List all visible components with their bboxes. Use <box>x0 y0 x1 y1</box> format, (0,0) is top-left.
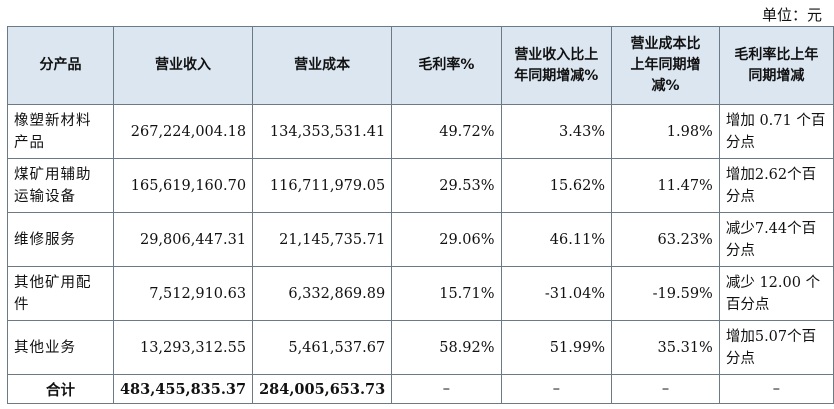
cell-product: 其他业务 <box>7 320 114 375</box>
unit-label: 单位：元 <box>761 6 822 24</box>
cell-total-cost: 284,005,653.73 <box>252 374 393 404</box>
cell-margin: 29.53% <box>391 158 502 213</box>
cell-cost-change: 35.31% <box>611 320 720 375</box>
header-margin-change: 毛利率比上年同期增减 <box>718 26 834 105</box>
table-header-row: 分产品 营业收入 营业成本 毛利率% 营业收入比上年同期增减% 营业成本比上年同… <box>7 26 834 105</box>
cell-total-cost-change: – <box>611 374 720 404</box>
cell-margin-change: 增加 0.71 个百分点 <box>718 104 834 159</box>
cell-margin: 29.06% <box>391 212 502 267</box>
cell-cost: 6,332,869.89 <box>252 266 393 321</box>
cell-margin-change: 减少 12.00 个百分点 <box>718 266 834 321</box>
cell-product: 其他矿用配件 <box>7 266 114 321</box>
cell-margin: 49.72% <box>391 104 502 159</box>
cell-cost: 5,461,537.67 <box>252 320 393 375</box>
cell-total-label: 合计 <box>7 374 114 404</box>
cell-product: 维修服务 <box>7 212 114 267</box>
cell-revenue-change: 46.11% <box>500 212 613 267</box>
table-total-row: 合计 483,455,835.37 284,005,653.73 – – – – <box>7 374 834 404</box>
cell-revenue-change: -31.04% <box>500 266 613 321</box>
cell-margin-change: 增加5.07个百分点 <box>718 320 834 375</box>
table-row: 煤矿用辅助运输设备 165,619,160.70 116,711,979.05 … <box>7 158 834 213</box>
header-cost: 营业成本 <box>252 26 393 105</box>
cell-revenue-change: 51.99% <box>500 320 613 375</box>
cell-revenue: 29,806,447.31 <box>112 212 254 267</box>
cell-cost: 21,145,735.71 <box>252 212 393 267</box>
cell-margin: 58.92% <box>391 320 502 375</box>
cell-product: 橡塑新材料产品 <box>7 104 114 159</box>
cell-cost: 116,711,979.05 <box>252 158 393 213</box>
cell-revenue-change: 3.43% <box>500 104 613 159</box>
cell-total-margin: – <box>391 374 502 404</box>
table-row: 维修服务 29,806,447.31 21,145,735.71 29.06% … <box>7 212 834 267</box>
cell-margin-change: 减少7.44个百分点 <box>718 212 834 267</box>
header-revenue-change: 营业收入比上年同期增减% <box>500 26 613 105</box>
table-row: 其他矿用配件 7,512,910.63 6,332,869.89 15.71% … <box>7 266 834 321</box>
table-row: 橡塑新材料产品 267,224,004.18 134,353,531.41 49… <box>7 104 834 159</box>
cell-cost: 134,353,531.41 <box>252 104 393 159</box>
header-cost-change: 营业成本比上年同期增减% <box>611 26 720 105</box>
product-revenue-table: 分产品 营业收入 营业成本 毛利率% 营业收入比上年同期增减% 营业成本比上年同… <box>7 26 834 404</box>
header-revenue: 营业收入 <box>112 26 254 105</box>
header-margin: 毛利率% <box>391 26 502 105</box>
cell-revenue: 7,512,910.63 <box>112 266 254 321</box>
table-row: 其他业务 13,293,312.55 5,461,537.67 58.92% 5… <box>7 320 834 375</box>
cell-margin: 15.71% <box>391 266 502 321</box>
cell-margin-change: 增加2.62个百分点 <box>718 158 834 213</box>
cell-cost-change: 11.47% <box>611 158 720 213</box>
cell-cost-change: 1.98% <box>611 104 720 159</box>
cell-cost-change: 63.23% <box>611 212 720 267</box>
cell-total-margin-change: – <box>718 374 834 404</box>
cell-revenue-change: 15.62% <box>500 158 613 213</box>
header-product: 分产品 <box>7 26 114 105</box>
cell-cost-change: -19.59% <box>611 266 720 321</box>
cell-total-revenue-change: – <box>500 374 613 404</box>
cell-revenue: 165,619,160.70 <box>112 158 254 213</box>
cell-revenue: 267,224,004.18 <box>112 104 254 159</box>
cell-revenue: 13,293,312.55 <box>112 320 254 375</box>
cell-total-revenue: 483,455,835.37 <box>112 374 254 404</box>
cell-product: 煤矿用辅助运输设备 <box>7 158 114 213</box>
